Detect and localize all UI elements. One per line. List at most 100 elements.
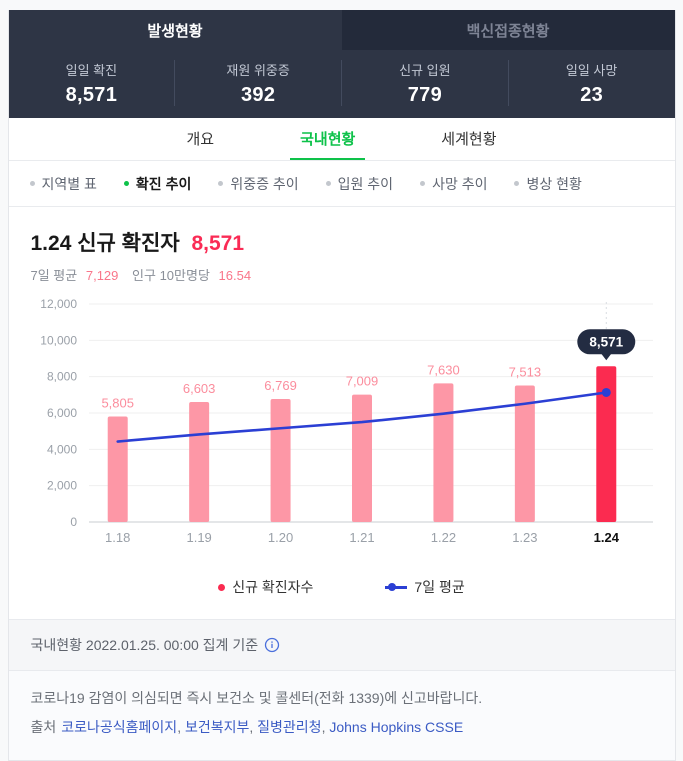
per-capita-value: 16.54 [218,268,252,283]
stat-value: 779 [407,83,443,106]
stat-value: 23 [580,83,604,106]
x-axis-tick-label: 1.20 [267,530,292,545]
y-axis-tick-label: 8,000 [46,370,76,384]
view-tab-bar: 개요 국내현황 세계현황 [8,118,675,161]
chart-title-value: 8,571 [191,232,245,255]
x-axis-tick-label: 1.23 [512,530,537,545]
bar-1.23[interactable] [514,385,535,522]
subnav-confirmed-trend[interactable]: 확진 추이 [123,174,192,194]
tab-world-status[interactable]: 세계현황 [441,130,497,148]
x-axis-tick-label: 1.21 [349,530,374,545]
bullet-icon [325,181,331,186]
bullet-icon [514,181,520,186]
link-ministry-health-welfare[interactable]: 보건복지부 [177,719,249,735]
tooltip-pointer [600,353,611,361]
stat-label: 신규 입원 [399,62,451,78]
subnav-label: 위중증 추이 [230,175,299,192]
y-axis-tick-label: 6,000 [46,406,76,420]
subnav-bed-status[interactable]: 병상 현황 [514,174,582,194]
bullet-icon [420,181,426,186]
subnav-label: 사망 추이 [432,175,488,192]
bar-1.24[interactable] [595,366,616,522]
subnav-label: 입원 추이 [337,175,394,192]
stat-new-admissions: 신규 입원 779 [341,60,508,106]
bar-value-label: 6,603 [182,381,215,396]
bar-value-label: 5,805 [101,396,134,411]
source-label: 출처 [30,719,57,735]
subnav-region-table[interactable]: 지역별 표 [29,174,97,194]
x-axis-tick-label: 1.22 [430,530,455,545]
chart-svg: 0 2,000 4,000 6,000 8,000 10,000 12,000 5,805 6,… [40,297,653,545]
tab-domestic-status[interactable]: 국내현황 [290,118,366,160]
subnav-death-trend[interactable]: 사망 추이 [420,174,487,194]
meta-bar: 국내현황 2022.01.25. 00:00 집계 기준 [8,619,675,670]
info-circle-icon[interactable] [264,637,280,653]
chart-subtitle: 7일 평균 7,129 인구 10만명당 16.54 [31,265,653,284]
bar-value-label: 7,630 [427,362,460,377]
chart-legend: 신규 확진자수 7일 평균 [31,577,653,597]
per-capita-label: 인구 10만명당 [132,268,210,283]
bullet-icon [123,181,129,186]
bar-1.18[interactable] [107,416,128,522]
stat-severe-cases: 재원 위중증 392 [174,60,341,106]
link-johns-hopkins-csse[interactable]: Johns Hopkins CSSE [322,719,464,735]
bullet-icon [218,181,224,186]
stat-label: 일일 확진 [65,62,118,78]
avg-value: 7,129 [85,268,119,283]
stat-value: 8,571 [65,83,118,106]
red-dot-icon [218,583,226,591]
avg-label: 7일 평균 [30,268,78,283]
blue-dot-icon [388,583,397,591]
subnav-label: 지역별 표 [41,175,97,192]
legend-7day-average: 7일 평균 [385,577,465,597]
legend-label: 신규 확진자수 [232,579,314,595]
tab-overview[interactable]: 개요 [186,130,215,148]
stat-daily-deaths: 일일 사망 23 [507,60,675,106]
blue-line-icon [385,583,408,591]
y-axis-tick-label: 10,000 [40,333,77,347]
notice-section: 코로나19 감염이 의심되면 즉시 보건소 및 콜센터(전화 1339)에 신고… [8,670,675,760]
bar-1.19[interactable] [188,402,209,522]
chart-section: 1.24 신규 확진자 8,571 7일 평균 7,129 인구 10만명당 1… [8,207,675,619]
header-tab-bar: 발생현황 백신접종현황 [8,10,675,50]
sources-line: 출처코로나공식홈페이지보건복지부질병관리청Johns Hopkins CSSE [31,717,653,737]
stat-value: 392 [240,83,276,106]
x-axis-tick-label: 1.19 [186,530,211,545]
aggregation-basis-text: 국내현황 2022.01.25. 00:00 집계 기준 [30,637,259,653]
tab-outbreak-status[interactable]: 발생현황 [8,10,342,50]
x-axis-tick-label: 1.18 [105,530,130,545]
bar-value-label: 6,769 [264,378,297,393]
chart-title-text: 1.24 신규 확진자 [30,232,180,255]
daily-confirmed-trend-chart[interactable]: 0 2,000 4,000 6,000 8,000 10,000 12,000 5,805 6,… [31,297,653,557]
chart-title: 1.24 신규 확진자 8,571 [31,227,653,257]
bar-1.22[interactable] [432,383,453,522]
subnav-severe-trend[interactable]: 위중증 추이 [218,174,299,194]
legend-new-confirmed: 신규 확진자수 [218,577,313,597]
tooltip-value: 8,571 [589,334,623,349]
tooltip-bubble [576,329,635,355]
subnav-label: 확진 추이 [135,175,192,192]
bar-1.21[interactable] [351,394,372,522]
subnav-admission-trend[interactable]: 입원 추이 [325,174,394,194]
bar-value-label: 7,513 [508,365,541,380]
stats-bar: 일일 확진 8,571 재원 위중증 392 신규 입원 779 일일 사망 2… [8,50,675,118]
covid-dashboard-widget: 발생현황 백신접종현황 일일 확진 8,571 재원 위중증 392 신규 입원… [7,10,676,761]
legend-label: 7일 평균 [414,579,465,595]
bar-1.20[interactable] [270,399,291,522]
link-corona-official-site[interactable]: 코로나공식홈페이지 [61,719,178,735]
stat-label: 일일 사망 [565,62,618,78]
line-end-dot [601,387,611,397]
report-notice-text: 코로나19 감염이 의심되면 즉시 보건소 및 콜센터(전화 1339)에 신고… [30,690,483,706]
stat-label: 재원 위중증 [226,62,290,78]
seven-day-average-line [115,391,608,443]
link-kdca[interactable]: 질병관리청 [249,719,321,735]
x-axis-tick-label: 1.24 [593,530,619,545]
bullet-icon [29,181,35,186]
y-axis-tick-label: 4,000 [46,442,76,456]
tab-vaccination-status[interactable]: 백신접종현황 [341,10,675,50]
sub-nav: 지역별 표 확진 추이 위중증 추이 입원 추이 사망 추이 병상 현황 [8,161,675,207]
y-axis-tick-label: 2,000 [46,479,76,493]
subnav-label: 병상 현황 [526,175,582,192]
y-axis-tick-label: 12,000 [40,298,77,311]
y-axis-tick-label: 0 [70,515,77,529]
